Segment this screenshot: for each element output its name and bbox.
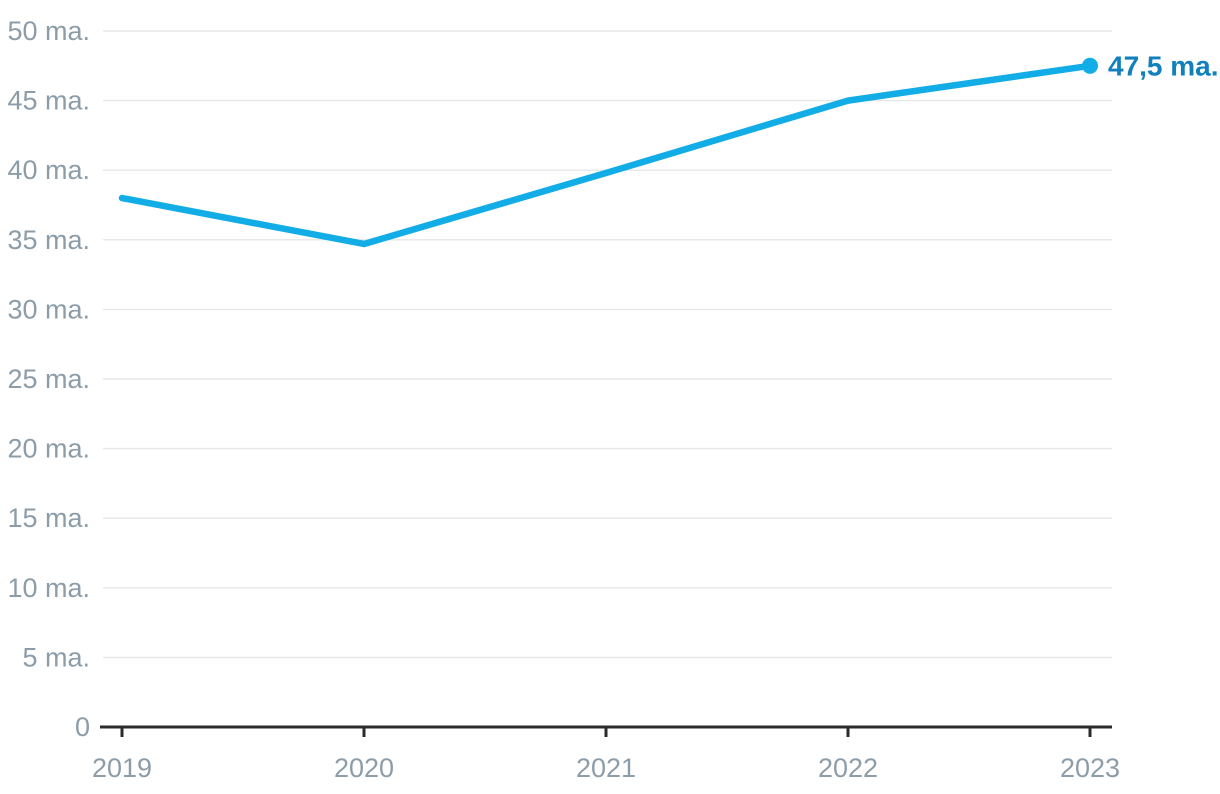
- y-axis-tick-label: 5 ma.: [22, 642, 90, 672]
- data-line: [118, 62, 1094, 248]
- y-axis-tick-label: 45 ma.: [7, 86, 90, 116]
- x-axis-tick-label: 2023: [1060, 753, 1120, 783]
- x-axis-tick-label: 2020: [334, 753, 394, 783]
- y-axis-tick-label: 0: [75, 712, 90, 742]
- x-axis-tick-label: 2022: [818, 753, 878, 783]
- x-axis-tick-label: 2019: [92, 753, 152, 783]
- end-value-label: 47,5 ma.: [1108, 50, 1219, 81]
- y-axis-tick-label: 25 ma.: [7, 364, 90, 394]
- y-axis-tick-label: 30 ma.: [7, 294, 90, 324]
- y-axis-tick-label: 20 ma.: [7, 434, 90, 464]
- y-axis-tick-label: 10 ma.: [7, 573, 90, 603]
- end-point-dot: [1082, 57, 1098, 74]
- y-axis-tick-label: 50 ma.: [7, 16, 90, 46]
- y-axis-tick-label: 35 ma.: [7, 225, 90, 255]
- x-axis-tick-label: 2021: [576, 753, 636, 783]
- y-axis-tick-label: 40 ma.: [7, 155, 90, 185]
- y-axis-tick-label: 15 ma.: [7, 503, 90, 533]
